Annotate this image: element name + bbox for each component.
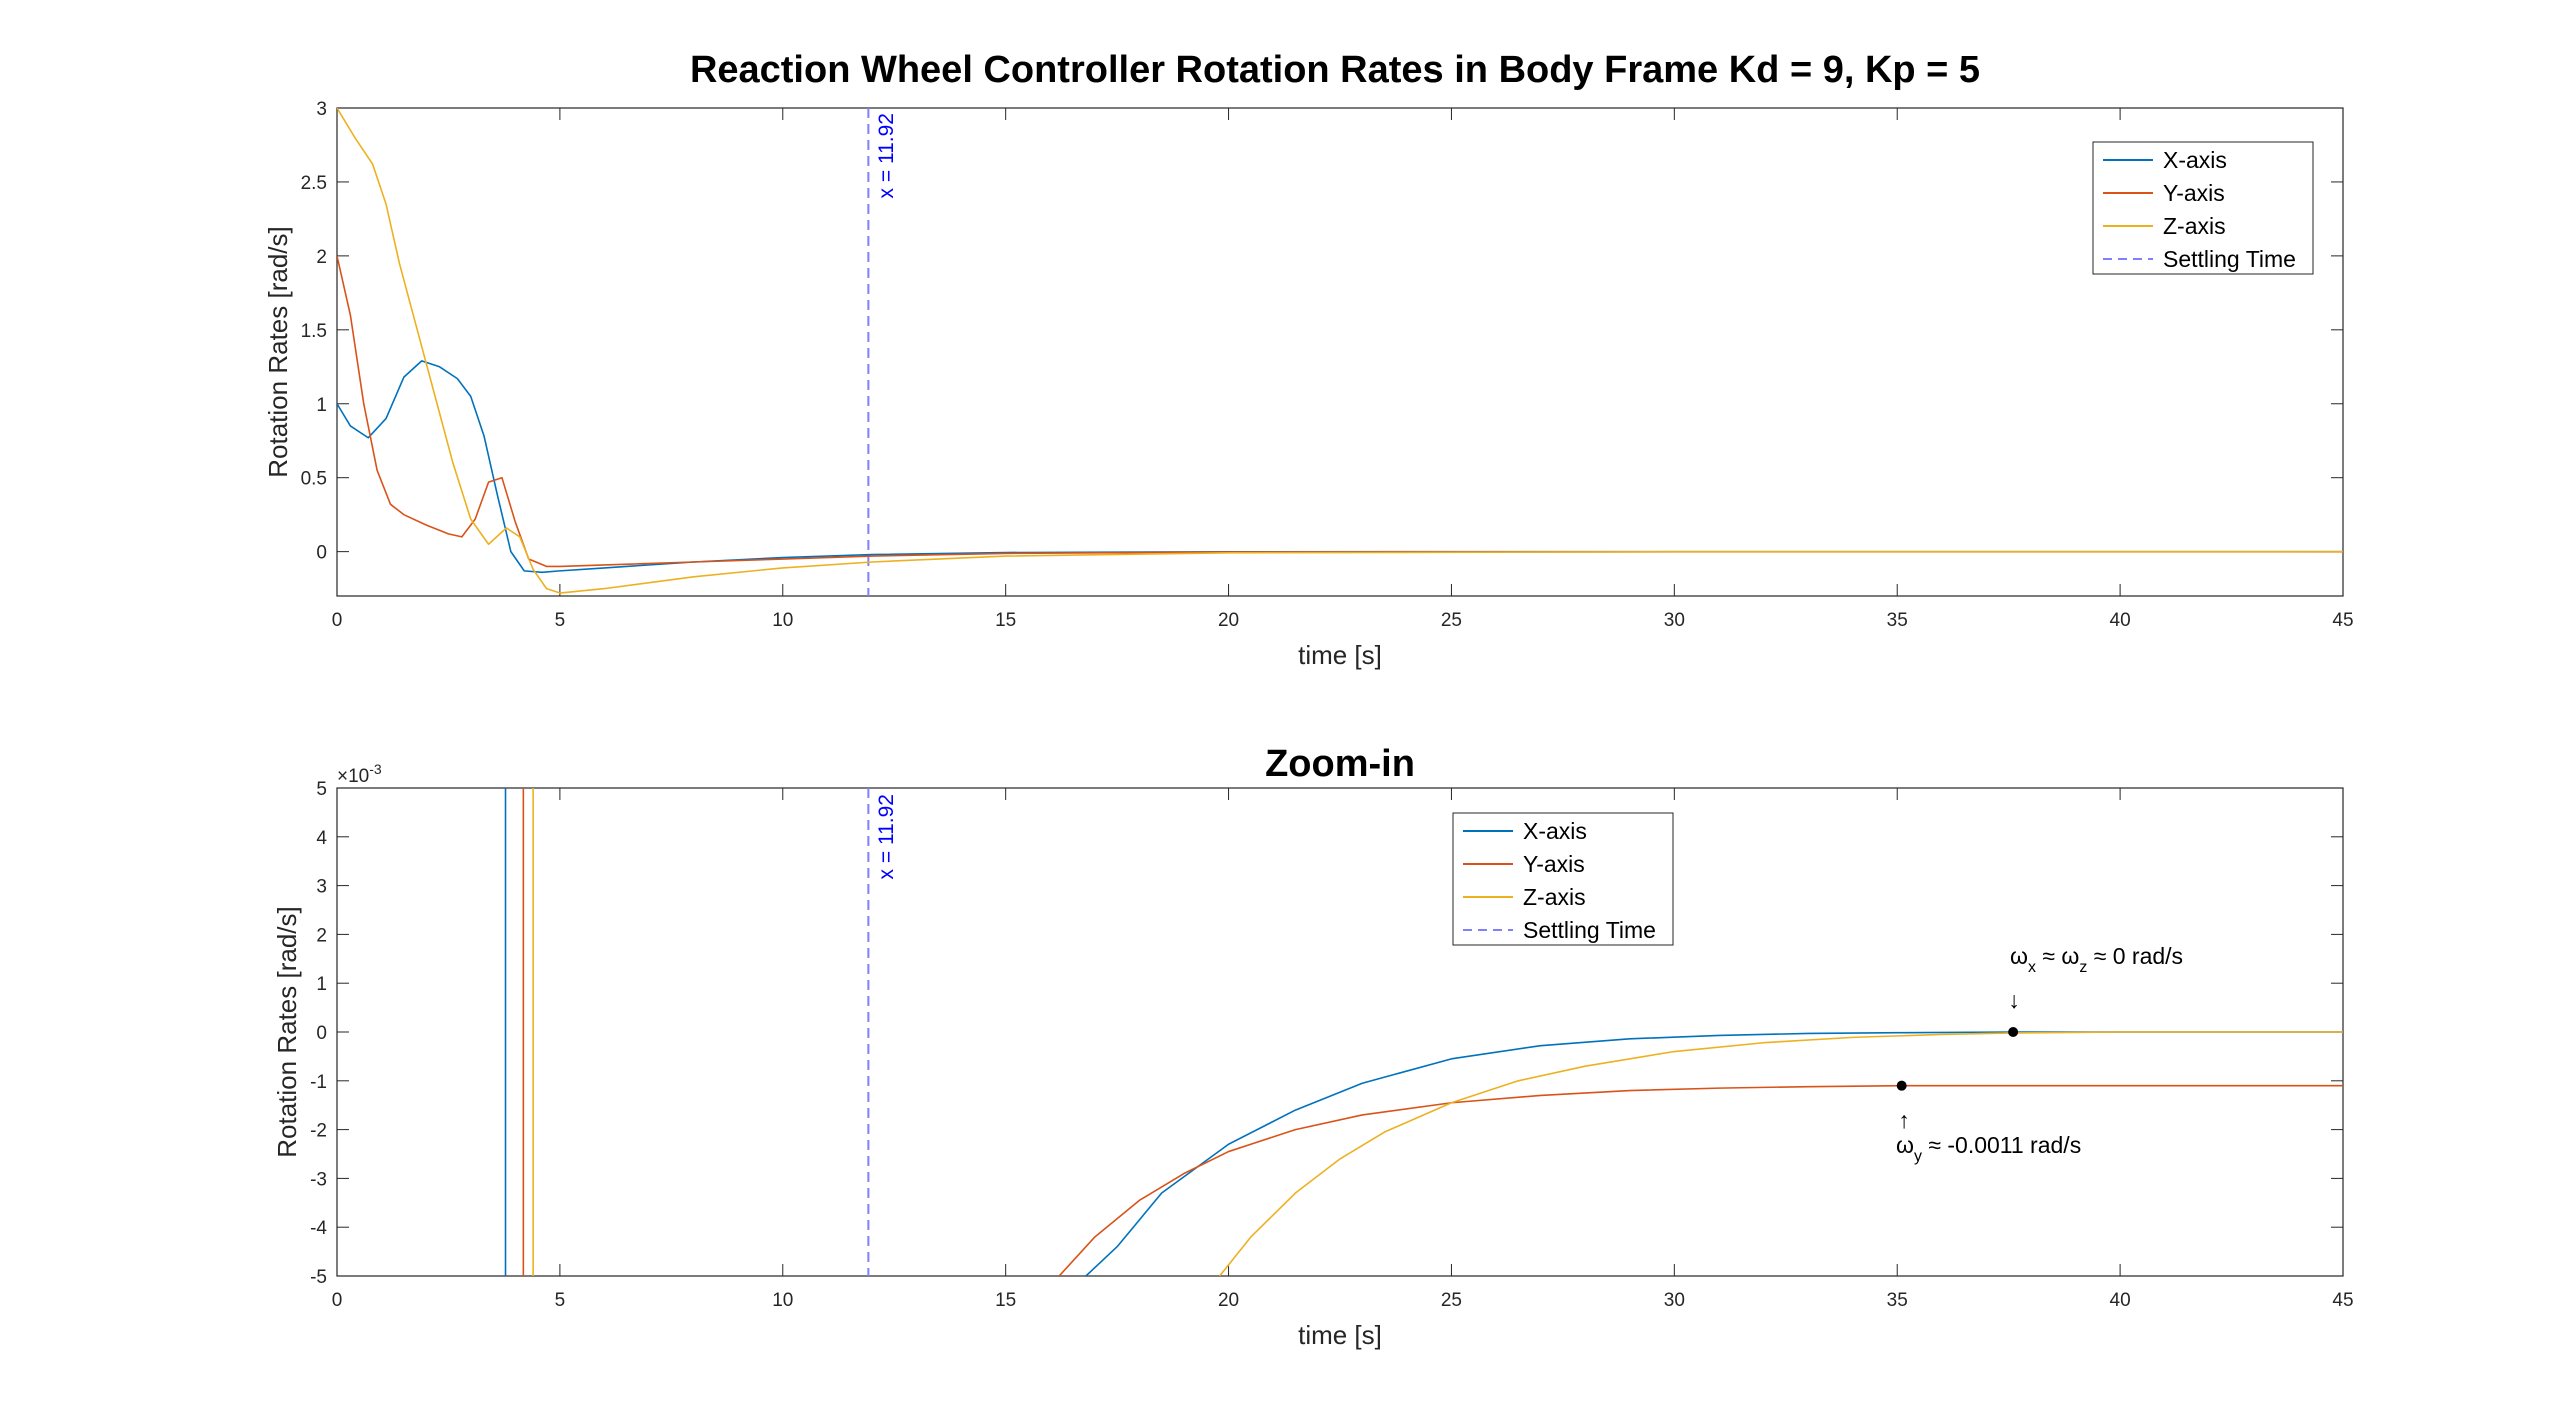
bottom-y-ticks: 5 4 3 2 1 0 -1 -2 -3 -4 -5: [310, 779, 2343, 1288]
top-y-axis-label: Rotation Rates [rad/s]: [263, 226, 293, 477]
y-tick-label: 1.5: [301, 321, 327, 342]
series-line-z-axis: [337, 108, 2343, 594]
top-legend-settling-label: Settling Time: [2163, 246, 2296, 272]
y-tick-label: 2: [316, 247, 327, 268]
top-legend-x-label: X-axis: [2163, 147, 2227, 173]
annotation-wy: ↑ ωy ≈ -0.0011 rad/s: [1896, 1107, 2081, 1165]
y-tick-label: 0.5: [301, 469, 327, 490]
top-legend-box: [2092, 141, 2314, 275]
bottom-legend-z-label: Z-axis: [1523, 884, 1586, 910]
bottom-y-exponent-power: -3: [369, 761, 382, 777]
bottom-subplot: Zoom-in 0 5 10 15 20 25 30 35 40 45 543210-1-2-3-…: [272, 743, 2354, 1350]
y-tick-label: 1: [316, 395, 327, 416]
y-tick-label: 2: [316, 925, 327, 946]
y-tick-label: -4: [310, 1218, 327, 1239]
x-tick-label: 35: [1887, 1290, 1908, 1311]
y-tick-label: 2.5: [301, 173, 327, 194]
top-legend: X-axis Y-axis Z-axis Settling Time: [2092, 141, 2314, 275]
top-x-ticks: 0 5 10 15 20 25 30 35 40 45: [332, 108, 2354, 631]
marker-point: [2008, 1027, 2019, 1037]
annotation-wx-wz-text: ωx ≈ ωz ≈ 0 rad/s: [2010, 943, 2183, 976]
x-tick-label: 20: [1218, 1290, 1239, 1311]
annotation-wy-arrow: ↑: [1898, 1107, 1910, 1133]
top-settling-time-label: x = 11.92: [875, 113, 898, 198]
top-plot-title: Reaction Wheel Controller Rotation Rates…: [690, 49, 1980, 91]
y-tick-label: 0: [316, 1023, 327, 1044]
x-tick-label: 45: [2332, 610, 2353, 631]
series-line-y-axis: [337, 255, 2343, 568]
x-tick-label: 0: [332, 1290, 343, 1311]
bottom-markers: [1896, 1027, 2019, 1091]
y-tick-label: 5: [316, 779, 327, 800]
y-tick-label: -5: [310, 1267, 327, 1288]
top-legend-y-label: Y-axis: [2163, 180, 2225, 206]
bottom-y-exponent-base: ×10: [337, 766, 369, 787]
bottom-y-exponent: ×10-3: [337, 761, 382, 787]
series-line-x-axis: [337, 360, 2343, 574]
top-y-ticks: 0 0.5 1 1.5 2 2.5 3: [301, 99, 2343, 564]
bottom-settling-time-label: x = 11.92: [875, 794, 898, 879]
x-tick-label: 25: [1441, 610, 1462, 631]
x-tick-label: 40: [2110, 610, 2131, 631]
y-tick-label: 3: [316, 99, 327, 120]
bottom-legend-y-label: Y-axis: [1523, 851, 1585, 877]
y-tick-label: -3: [310, 1169, 327, 1190]
annotation-wx-wz: ωx ≈ ωz ≈ 0 rad/s ↓: [2008, 943, 2183, 1013]
y-tick-label: 1: [316, 974, 327, 995]
x-tick-label: 5: [555, 1290, 566, 1311]
bottom-legend-settling-label: Settling Time: [1523, 917, 1656, 943]
x-tick-label: 45: [2332, 1290, 2353, 1311]
bottom-legend-x-label: X-axis: [1523, 818, 1587, 844]
x-tick-label: 10: [772, 610, 793, 631]
x-tick-label: 15: [995, 1290, 1016, 1311]
y-tick-label: 4: [316, 828, 327, 849]
bottom-y-axis-label: Rotation Rates [rad/s]: [272, 906, 302, 1157]
bottom-plot-title: Zoom-in: [1265, 743, 1415, 785]
series-tail-z-axis: [1219, 1031, 2343, 1276]
top-subplot: Reaction Wheel Controller Rotation Rates…: [263, 49, 2354, 670]
y-tick-label: -2: [310, 1121, 327, 1142]
x-tick-label: 5: [555, 610, 566, 631]
top-series-lines: [337, 108, 2343, 594]
y-tick-label: -1: [310, 1072, 327, 1093]
x-tick-label: 20: [1218, 610, 1239, 631]
top-x-axis-label: time [s]: [1298, 640, 1382, 670]
top-plot-area: [336, 107, 2344, 597]
bottom-legend-box: [1452, 812, 1674, 946]
marker-point: [1896, 1080, 1907, 1091]
x-tick-label: 30: [1664, 1290, 1685, 1311]
bottom-x-axis-label: time [s]: [1298, 1320, 1382, 1350]
x-tick-label: 15: [995, 610, 1016, 631]
x-tick-label: 30: [1664, 610, 1685, 631]
x-tick-label: 35: [1887, 610, 1908, 631]
x-tick-label: 10: [772, 1290, 793, 1311]
x-tick-label: 25: [1441, 1290, 1462, 1311]
x-tick-label: 40: [2110, 1290, 2131, 1311]
x-tick-label: 0: [332, 610, 343, 631]
annotation-wy-text: ωy ≈ -0.0011 rad/s: [1896, 1132, 2081, 1165]
series-tail-x-axis: [1085, 1031, 2343, 1276]
bottom-legend: X-axis Y-axis Z-axis Settling Time: [1452, 812, 1674, 946]
bottom-x-ticks: 0 5 10 15 20 25 30 35 40 45: [332, 788, 2354, 1311]
y-tick-label: 0: [316, 543, 327, 564]
y-tick-label: 3: [316, 877, 327, 898]
annotation-wx-wz-arrow: ↓: [2008, 987, 2020, 1013]
bottom-series-lines: [504, 788, 2343, 1276]
top-legend-z-label: Z-axis: [2163, 213, 2226, 239]
